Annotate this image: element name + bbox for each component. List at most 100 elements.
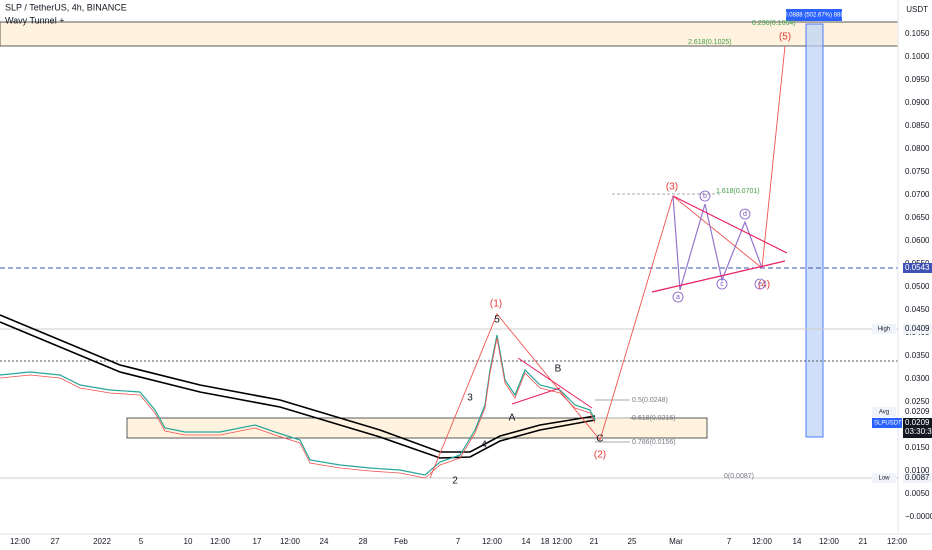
flag-line [517,357,593,409]
triangle-line [651,260,786,293]
wave-label: a [676,294,680,301]
tag-box [872,407,896,417]
fib-label: 1.618(0.0701) [716,188,760,195]
price-tag [903,407,932,417]
fib-label: 2.618(0.1025) [688,39,732,46]
price-label: 0.0950 [905,75,930,84]
price-label: 0.0450 [905,305,930,314]
time-label: 21 [590,537,599,546]
price-label: 0.0850 [905,121,930,130]
price-label: 0.0750 [905,167,930,176]
tunnel-lower [0,321,596,459]
wave-circle [739,208,751,220]
price-label: 0.0300 [905,374,930,383]
wave-label: 2 [452,476,458,487]
wave-label: C [596,434,603,445]
tunnel-upper [0,314,596,453]
flag-line [511,387,561,405]
wave-label: (5) [779,32,791,43]
measure-label: 0.0888 (502.67%) 888 [784,13,844,19]
wave-label: A [509,413,516,424]
price-tag-text: 0.0087 [905,473,930,482]
time-label: 18 [541,537,550,546]
time-label: 12:00 [280,537,301,546]
wave-label: c [720,281,724,288]
price-tag [903,473,932,483]
fib-label: 0.618(0.0216) [632,415,676,422]
price-label: 0.0650 [905,213,930,222]
wave-red [429,45,786,479]
time-label: 21 [859,537,868,546]
time-label: 12:00 [819,537,840,546]
time-label: 12:00 [10,537,31,546]
price-label: 0.0350 [905,351,930,360]
triangle-line [672,195,788,254]
time-label: 5 [139,537,144,546]
wave-circle [672,291,684,303]
price-label: 0.0250 [905,397,930,406]
price-label: 0.1050 [905,29,930,38]
price-label: 0.0500 [905,282,930,291]
time-label: 27 [51,537,60,546]
price-tag [903,324,932,334]
tag-label: High [878,327,890,333]
time-label: 12:00 [752,537,773,546]
time-label: 28 [359,537,368,546]
price-label: 0.0050 [905,489,930,498]
indicator-name: Wavy Tunnel + [5,15,64,25]
wave-label: 3 [467,393,473,404]
wave-purple [672,195,763,291]
time-label: 12:00 [552,537,573,546]
tag-label: Low [878,476,890,482]
time-label: 25 [628,537,637,546]
price-label: 0.0100 [905,466,930,475]
price [0,334,596,476]
wave-label: b [703,193,707,200]
symbol-tag [872,418,902,428]
price-tag-text: 0.0543 [905,263,930,272]
price-label: 0.0600 [905,236,930,245]
wave-label: (1) [490,299,502,310]
wave-label: 5 [494,315,500,326]
last-price: 0.0209 [905,418,930,427]
measure-box [805,23,824,438]
wave-circle [754,278,766,290]
price-label: 0.0800 [905,144,930,153]
wave-circle [716,278,728,290]
wave-label: (4) [758,280,770,291]
time-label: Mar [669,537,683,546]
wave-label: e [758,281,762,288]
time-label: 14 [793,537,802,546]
countdown: 03:30:32 [905,427,932,436]
price-label: 0.0150 [905,443,930,452]
price-tag [903,263,932,273]
time-label: Feb [394,537,408,546]
time-label: 7 [456,537,461,546]
time-label: 12:00 [210,537,231,546]
wave-label: B [555,364,562,375]
fib-label: 0.5(0.0248) [632,397,668,404]
tag-label: Avg [879,410,889,416]
symbol-tag-text: SLPUSDT [874,421,902,427]
time-label: 10 [184,537,193,546]
last-tag [903,418,932,438]
price-tag-text: 0.0209 [905,407,930,416]
time-label: 12:00 [482,537,503,546]
tag-box [872,473,896,483]
wave-label: (2) [594,450,606,461]
fib-label: 0.786(0.0156) [632,439,676,446]
wave-label: 4 [481,440,487,451]
wave-label: (3) [666,182,678,193]
fib-label: 0.236(0.1064) [752,20,796,27]
resistance-zone [0,21,899,47]
time-label: 7 [727,537,732,546]
wave-circle [699,190,711,202]
time-label: 2022 [93,537,111,546]
price-label: 0.0900 [905,98,930,107]
fib-label: 0(0.0087) [724,473,754,480]
tag-box [872,324,896,334]
price-label: 0.1000 [905,52,930,61]
wave-label: d [743,211,747,218]
currency: USDT [906,5,928,14]
